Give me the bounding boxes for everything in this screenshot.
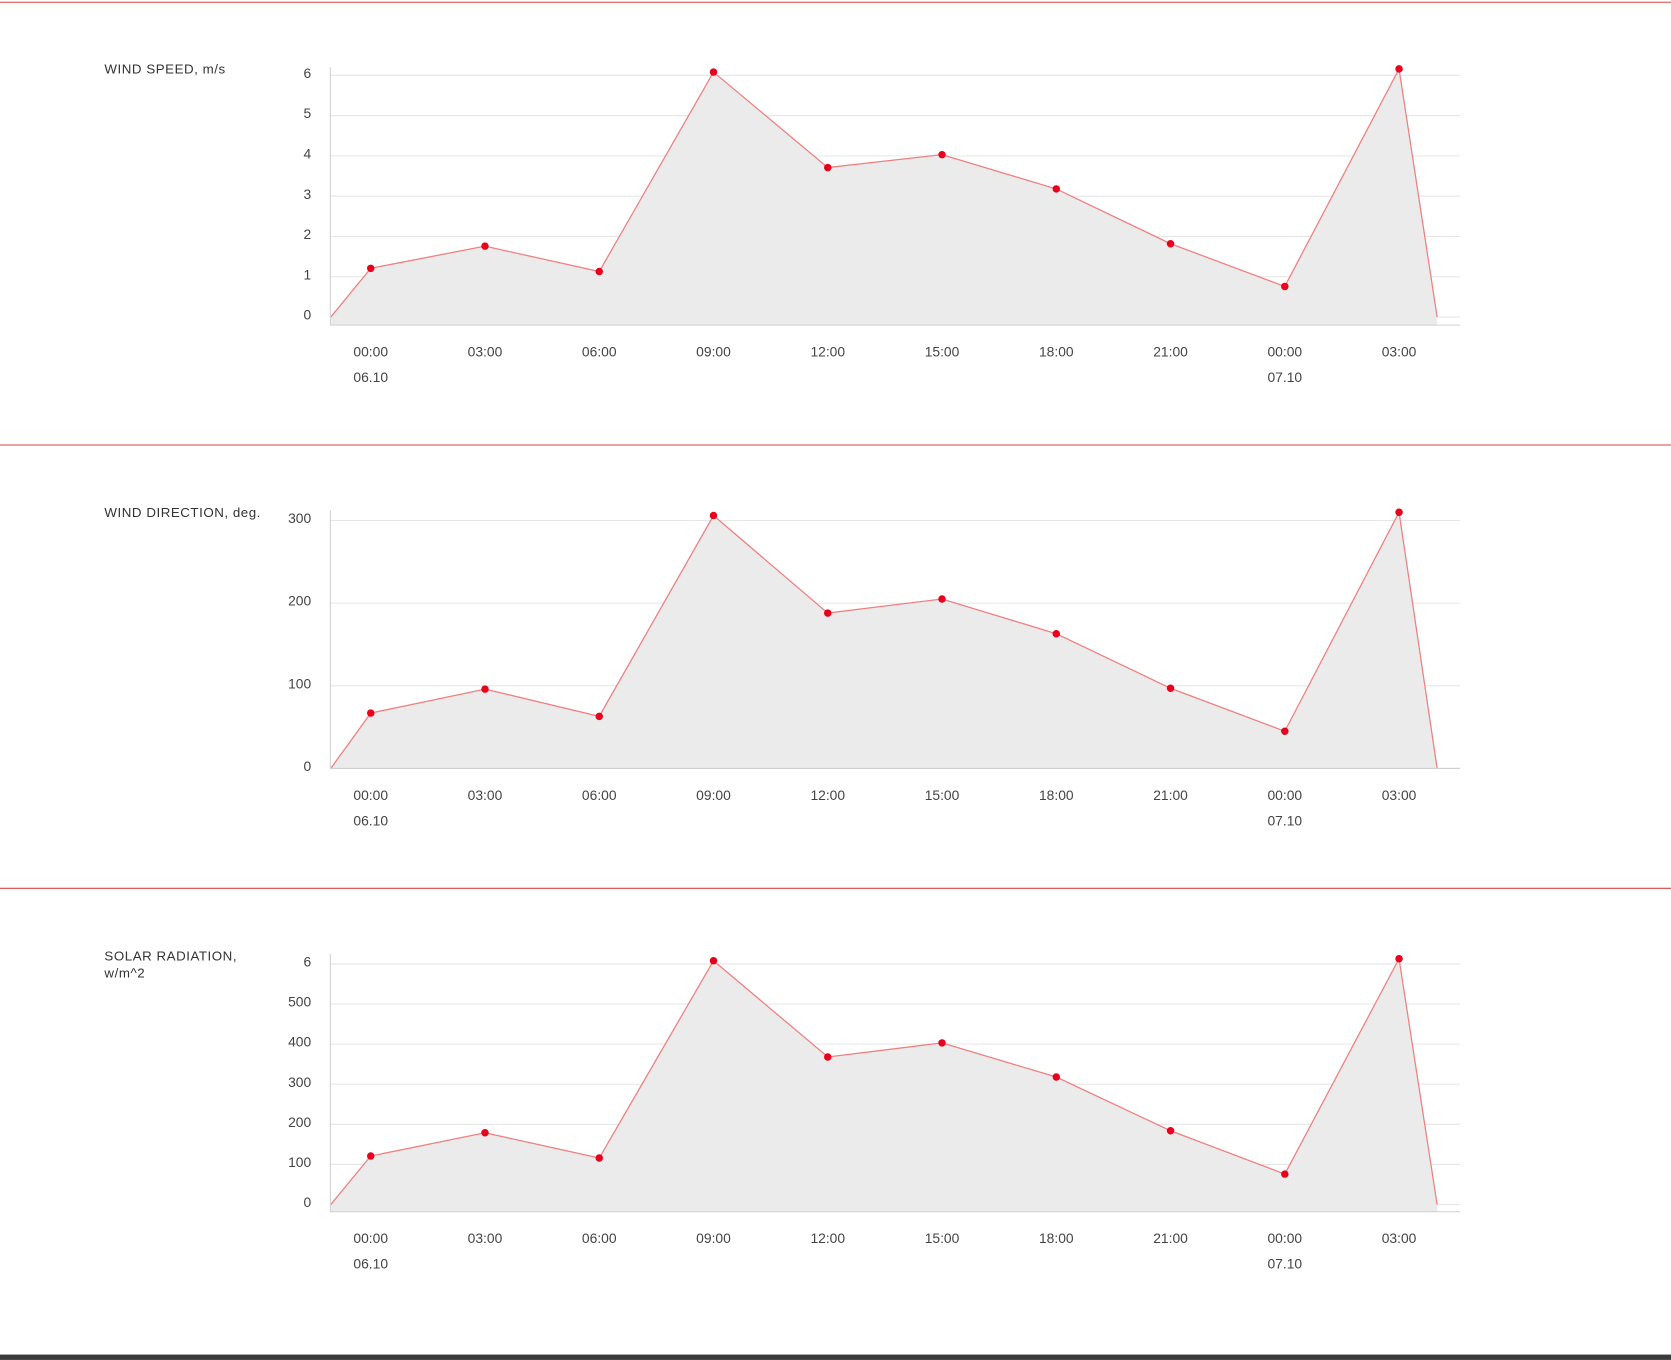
point <box>938 595 946 603</box>
area <box>330 512 1438 769</box>
x-date-label: 06.10 <box>353 1256 388 1272</box>
point <box>1281 727 1289 735</box>
x-tick-label: 03:00 <box>468 343 503 359</box>
point <box>709 956 718 965</box>
y-tick-label: 3 <box>303 186 311 202</box>
point <box>824 1053 832 1061</box>
point <box>824 609 832 617</box>
x-tick-label: 15:00 <box>925 343 960 359</box>
point <box>1052 629 1061 638</box>
x-tick-label: 06:00 <box>582 787 617 803</box>
y-tick-label: 300 <box>288 510 311 526</box>
point <box>481 1129 489 1137</box>
chart-title-box: WIND DIRECTION, deg. <box>104 505 261 521</box>
x-tick-label: 06:00 <box>582 343 617 359</box>
x-tick-label: 12:00 <box>810 787 845 803</box>
point <box>938 1039 946 1047</box>
x-tick-label: 09:00 <box>696 787 731 803</box>
x-tick-label: 00:00 <box>353 343 388 359</box>
x-tick-label: 21:00 <box>1153 343 1188 359</box>
point <box>1281 282 1289 291</box>
y-tick-label: 6 <box>303 65 311 81</box>
point <box>1395 508 1403 516</box>
x-tick-label: 00:00 <box>1267 343 1302 359</box>
x-date-label: 06.10 <box>353 812 388 828</box>
x-tick-label: 03:00 <box>1382 787 1417 803</box>
line <box>330 66 1438 318</box>
footer-bar <box>0 1354 1671 1360</box>
point <box>595 267 603 276</box>
point <box>938 150 946 159</box>
line <box>330 510 1438 769</box>
y-tick-label: 400 <box>288 1034 311 1050</box>
point <box>1166 684 1175 693</box>
line <box>330 956 1438 1205</box>
x-tick-label: 12:00 <box>810 1230 845 1246</box>
y-tick-label: 6 <box>303 953 311 969</box>
point <box>1166 1127 1175 1135</box>
chart-title: WIND SPEED, m/s <box>104 61 226 77</box>
y-tick-label: 0 <box>303 758 311 774</box>
point <box>1395 954 1403 963</box>
y-tick-label: 200 <box>288 1114 311 1130</box>
x-tick-label: 03:00 <box>468 787 503 803</box>
y-tick-label: 500 <box>288 994 311 1010</box>
x-date-label: 07.10 <box>1267 1256 1302 1272</box>
y-tick-label: 4 <box>303 145 311 161</box>
point <box>709 511 718 520</box>
x-tick-label: 09:00 <box>696 1230 731 1246</box>
point <box>595 712 603 721</box>
y-tick-label: 0 <box>303 1194 311 1210</box>
point <box>367 264 375 273</box>
x-tick-label: 12:00 <box>810 343 845 359</box>
point <box>1052 185 1061 193</box>
x-tick-label: 18:00 <box>1039 787 1074 803</box>
point <box>367 709 375 717</box>
area <box>330 958 1438 1212</box>
chart-title-box: WIND SPEED, m/s <box>104 61 226 77</box>
x-tick-label: 15:00 <box>925 787 960 803</box>
y-tick-label: 300 <box>288 1074 311 1090</box>
chart-title: WIND DIRECTION, deg. <box>104 505 261 521</box>
y-tick-label: 100 <box>288 675 311 691</box>
x-tick-label: 06:00 <box>582 1230 617 1246</box>
x-tick-label: 03:00 <box>1382 343 1417 359</box>
x-date-label: 07.10 <box>1267 369 1302 385</box>
x-date-label: 06.10 <box>353 369 388 385</box>
y-tick-label: 1 <box>303 266 311 282</box>
area <box>330 68 1438 326</box>
point <box>481 242 489 250</box>
x-tick-label: 18:00 <box>1039 343 1074 359</box>
y-tick-label: 200 <box>288 593 311 609</box>
chart-title-box: SOLAR RADIATION, w/m^2 <box>104 948 238 981</box>
point <box>824 163 832 172</box>
point <box>1052 1073 1061 1081</box>
point <box>481 685 489 693</box>
x-tick-label: 03:00 <box>1382 1230 1417 1246</box>
y-tick-label: 2 <box>303 226 311 242</box>
y-tick-label: 0 <box>303 307 311 323</box>
x-tick-label: 18:00 <box>1039 1230 1074 1246</box>
point <box>595 1154 603 1162</box>
x-tick-label: 15:00 <box>925 1230 960 1246</box>
point <box>367 1152 375 1160</box>
x-tick-label: 00:00 <box>353 1230 388 1246</box>
x-tick-label: 00:00 <box>353 787 388 803</box>
y-tick-label: 100 <box>288 1154 311 1170</box>
point <box>1166 239 1175 248</box>
point <box>709 68 718 76</box>
x-tick-label: 03:00 <box>468 1230 503 1246</box>
y-tick-label: 5 <box>303 105 311 121</box>
chart-title: SOLAR RADIATION, w/m^2 <box>104 948 238 981</box>
x-date-label: 07.10 <box>1267 812 1302 828</box>
point <box>1281 1170 1289 1178</box>
point <box>1395 65 1403 73</box>
x-tick-label: 00:00 <box>1267 1230 1302 1246</box>
x-tick-label: 00:00 <box>1267 787 1302 803</box>
x-tick-label: 21:00 <box>1153 1230 1188 1246</box>
x-tick-label: 09:00 <box>696 343 731 359</box>
x-tick-label: 21:00 <box>1153 787 1188 803</box>
